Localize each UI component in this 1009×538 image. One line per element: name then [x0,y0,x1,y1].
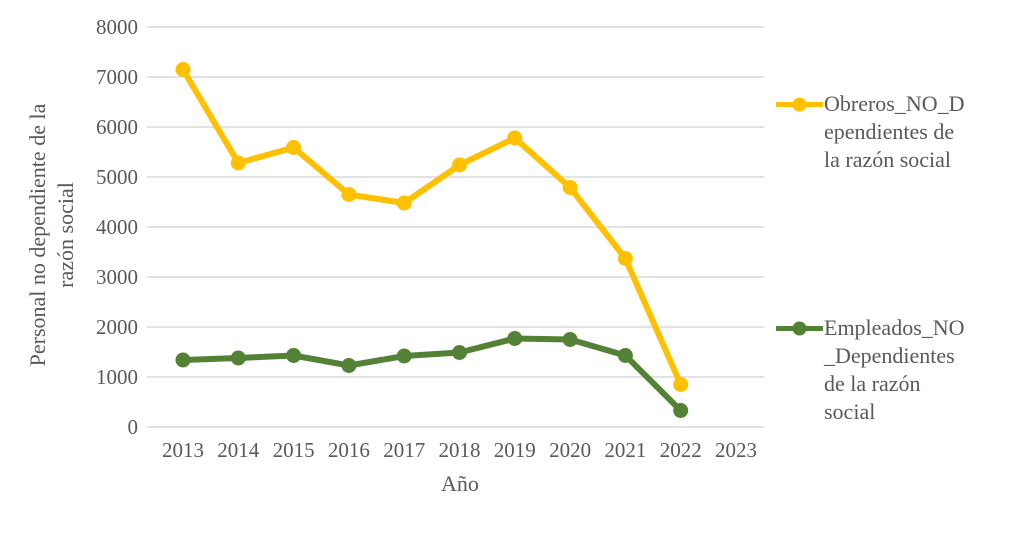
obreros-point-2021 [617,251,633,266]
y-tick-label: 7000 [96,65,138,89]
obreros-point-2016 [341,187,357,202]
y-tick-label: 2000 [96,315,138,339]
x-tick-label: 2022 [659,438,702,462]
empleados-line [180,335,684,414]
y-tick-label: 1000 [96,365,138,389]
x-tick-label: 2018 [438,438,481,462]
empleados-point-2015 [286,348,302,363]
empleados-point-2019 [507,331,523,346]
x-tick-label: 2014 [217,438,260,462]
empleados-point-2014 [230,350,246,366]
obreros-point-2020 [562,180,578,195]
empleados-point-2022 [673,403,689,418]
y-tick-label: 0 [127,415,139,439]
x-tick-label: 2021 [604,438,647,462]
x-tick-label: 2023 [715,438,757,462]
y-tick-label: 8000 [96,15,138,39]
x-tick-label: 2013 [162,438,204,462]
empleados-point-2021 [617,348,633,363]
empleados-point-2020 [562,332,578,347]
empleados-point-2013 [175,352,191,368]
x-tick-label: 2019 [493,438,536,462]
obreros-point-2015 [286,140,302,155]
x-tick-label: 2016 [327,438,370,462]
obreros-point-2019 [507,130,523,146]
obreros-point-2017 [396,195,412,211]
y-tick-label: 6000 [96,115,138,139]
x-axis-title: Año [441,471,479,496]
x-tick-label: 2015 [272,438,315,462]
y-tick-label: 3000 [96,265,138,289]
obreros-point-2022 [673,377,689,392]
empleados-point-2017 [396,348,412,364]
empleados-point-2016 [341,358,357,373]
obreros-point-2018 [452,157,467,173]
obreros-point-2013 [175,62,191,77]
empleados-point-2018 [452,345,467,360]
y-axis-tick-labels: 0 1000 2000 3000 4000 5000 6000 7000 8000 [0,0,138,538]
x-tick-label: 2017 [383,438,426,462]
obreros-point-2014 [230,155,246,171]
x-tick-label: 2020 [549,438,592,462]
y-tick-label: 4000 [96,215,138,239]
obreros-line [180,66,684,388]
y-tick-label: 5000 [96,165,138,189]
